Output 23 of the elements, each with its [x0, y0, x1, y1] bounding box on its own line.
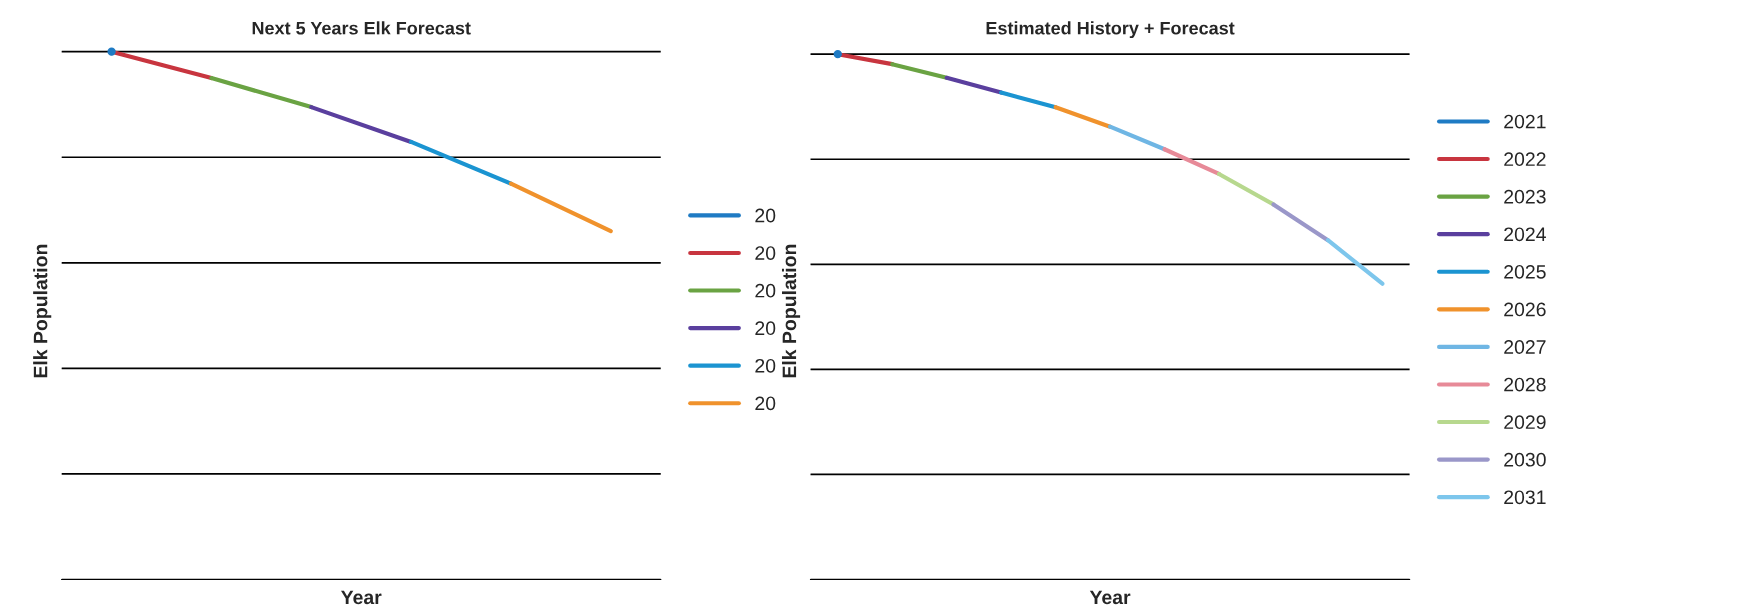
legend-label: 2026: [1504, 302, 1546, 317]
legend-label: 2024: [1504, 227, 1546, 242]
chart-title: Estimated History + Forecast: [986, 21, 1235, 39]
x-axis-title: Year: [340, 590, 382, 605]
legend-label: 20: [755, 208, 776, 223]
legend-label: 2028: [1504, 377, 1546, 392]
y-axis-title: Elk Population: [33, 244, 52, 378]
y-axis-title: Elk Population: [781, 244, 801, 378]
legend-label: 2030: [1504, 452, 1546, 467]
legend-label: 20: [755, 283, 776, 298]
legend-label: 20: [755, 321, 776, 336]
legend-label: 20: [755, 246, 776, 260]
legend-label: 2025: [1504, 264, 1546, 279]
legend-label: 20: [755, 396, 776, 411]
x-axis-title: Year: [1089, 590, 1131, 605]
legend-label: 20: [755, 358, 776, 373]
legend-label: 2029: [1504, 415, 1546, 430]
legend-label: 2023: [1504, 189, 1546, 204]
legend-label: 2021: [1504, 114, 1546, 129]
chart-title: Next 5 Years Elk Forecast: [252, 21, 471, 35]
legend-label: 2031: [1504, 490, 1546, 505]
legend-label: 2027: [1504, 340, 1546, 354]
legend-label: 2022: [1504, 152, 1546, 167]
